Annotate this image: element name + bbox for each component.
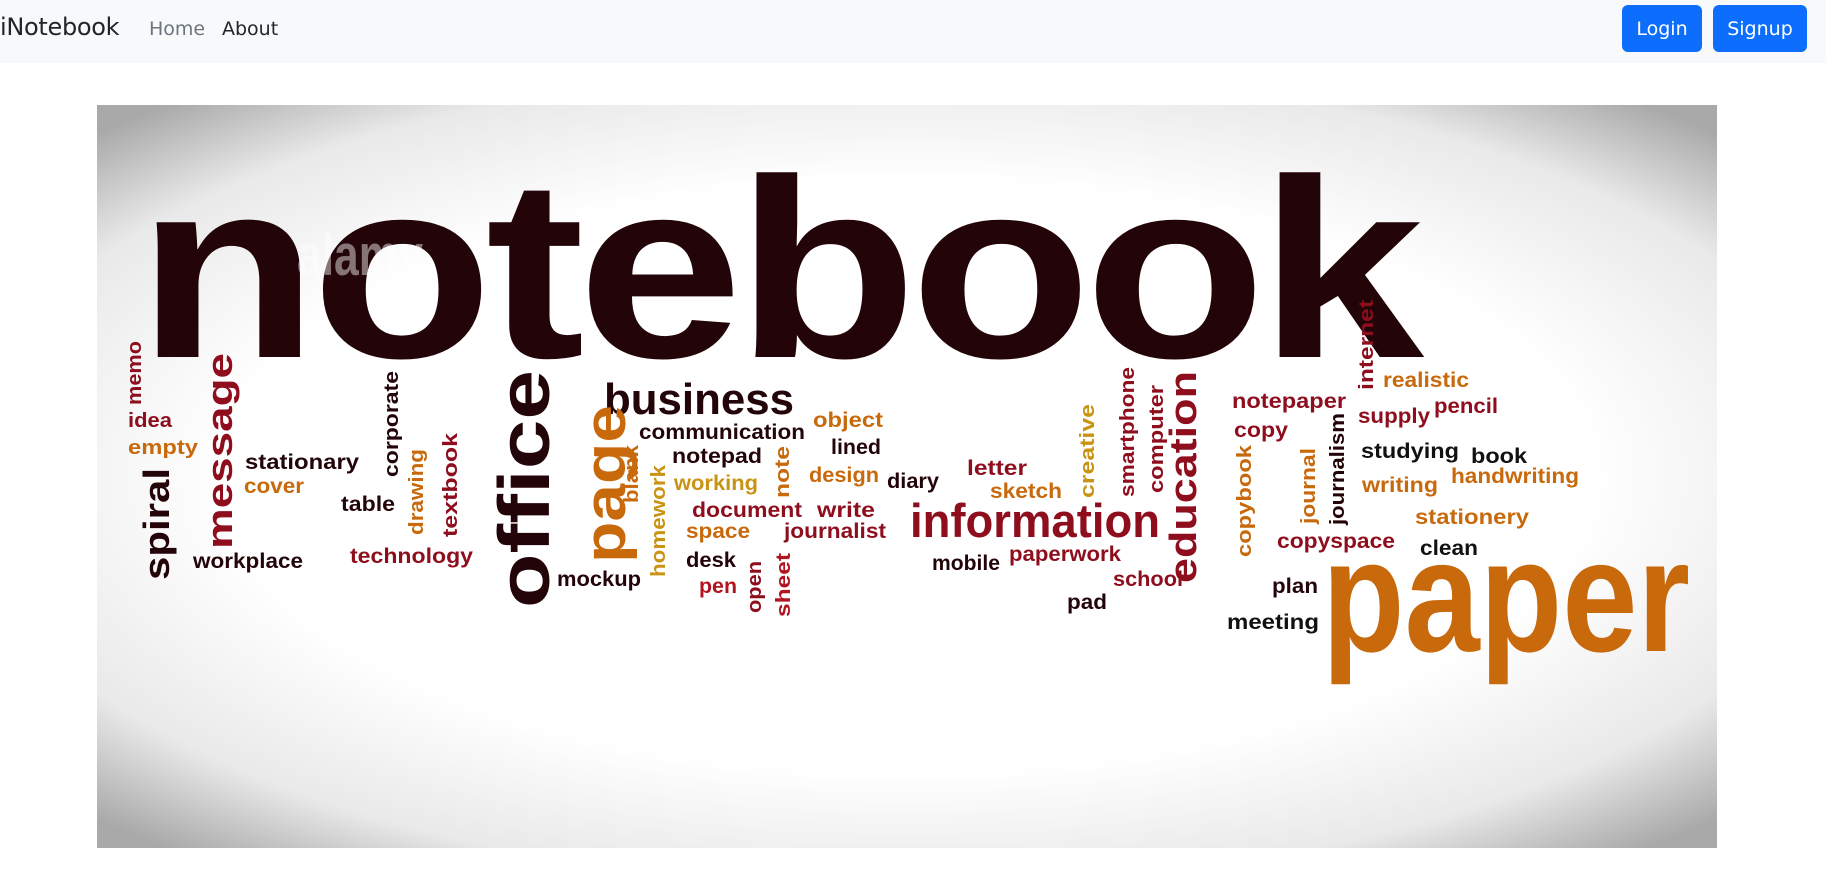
word-paper: paper xyxy=(1322,506,1690,685)
word-internet: internet xyxy=(1356,300,1378,390)
word-creative: creative xyxy=(1077,404,1099,498)
word-book: book xyxy=(1471,445,1527,468)
word-plan: plan xyxy=(1272,575,1318,598)
word-space: space xyxy=(686,520,750,543)
word-school: school xyxy=(1113,568,1183,591)
word-business: business xyxy=(604,375,794,424)
word-table: table xyxy=(341,493,395,516)
word-journal: journal xyxy=(1298,448,1320,525)
word-pen: pen xyxy=(699,575,737,598)
word-diary: diary xyxy=(887,470,939,493)
word-empty: empty xyxy=(128,437,199,459)
word-education: education xyxy=(1163,371,1205,583)
brand-logo[interactable]: iNotebook xyxy=(0,13,120,41)
word-letter: letter xyxy=(967,457,1027,480)
word-pad: pad xyxy=(1067,591,1107,614)
word-lined: lined xyxy=(831,436,881,459)
nav-link-about[interactable]: About xyxy=(222,18,279,40)
word-spiral: spiral xyxy=(136,468,177,580)
word-workplace: workplace xyxy=(192,550,303,573)
word-clean: clean xyxy=(1420,537,1478,560)
word-drawing: drawing xyxy=(406,449,428,535)
word-cloud: notebook paper information business alam… xyxy=(124,127,1690,685)
word-mockup: mockup xyxy=(557,568,641,591)
word-stationary: stationary xyxy=(245,451,359,474)
word-copy: copy xyxy=(1234,419,1288,442)
word-stationery: stationery xyxy=(1415,506,1529,529)
word-information: information xyxy=(910,494,1160,547)
word-cover: cover xyxy=(244,475,304,498)
word-open: open xyxy=(744,561,766,613)
watermark-text: alamy xyxy=(297,223,423,288)
nav-link-home[interactable]: Home xyxy=(149,18,206,40)
word-technology: technology xyxy=(350,545,473,568)
word-meeting: meeting xyxy=(1227,611,1319,634)
word-pencil: pencil xyxy=(1434,395,1498,418)
word-object: object xyxy=(813,409,883,432)
word-write: write xyxy=(816,499,875,522)
hero-image: notebook paper information business alam… xyxy=(97,105,1717,848)
word-design: design xyxy=(809,464,879,487)
word-realistic: realistic xyxy=(1383,369,1469,392)
word-working: working xyxy=(673,472,758,495)
word-desk: desk xyxy=(686,549,736,572)
word-notepad: notepad xyxy=(672,445,762,468)
word-paperwork: paperwork xyxy=(1009,543,1121,566)
word-journalism: journalism xyxy=(1327,413,1349,526)
word-textbook: textbook xyxy=(440,432,462,537)
word-supply: supply xyxy=(1358,405,1430,428)
signup-button[interactable]: Signup xyxy=(1713,5,1807,52)
word-blank: blank xyxy=(621,444,643,503)
word-message: message xyxy=(199,353,240,549)
word-copyspace: copyspace xyxy=(1277,530,1395,553)
word-memo: memo xyxy=(124,341,146,405)
word-mobile: mobile xyxy=(932,552,1000,575)
word-sheet: sheet xyxy=(773,553,795,617)
hero-vignette xyxy=(97,105,1717,848)
word-communication: communication xyxy=(639,421,805,444)
word-studying: studying xyxy=(1361,440,1459,463)
word-idea: idea xyxy=(128,410,173,432)
word-notebook: notebook xyxy=(137,127,1425,412)
word-smartphone: smartphone xyxy=(1117,367,1139,497)
word-journalist: journalist xyxy=(783,520,886,543)
login-button[interactable]: Login xyxy=(1622,5,1702,52)
word-homework: homework xyxy=(648,464,670,577)
navbar: iNotebook Home About Login Signup xyxy=(0,0,1826,63)
word-writing: writing xyxy=(1361,474,1438,497)
word-office: office xyxy=(485,370,565,608)
word-notepaper: notepaper xyxy=(1232,390,1346,413)
word-handwriting: handwriting xyxy=(1451,465,1579,488)
word-document: document xyxy=(692,499,802,522)
word-copybook: copybook xyxy=(1234,444,1256,557)
word-page: page xyxy=(573,405,638,563)
word-corporate: corporate xyxy=(381,371,403,477)
word-note: note xyxy=(772,446,794,498)
word-computer: computer xyxy=(1146,385,1168,493)
word-sketch: sketch xyxy=(990,480,1062,503)
